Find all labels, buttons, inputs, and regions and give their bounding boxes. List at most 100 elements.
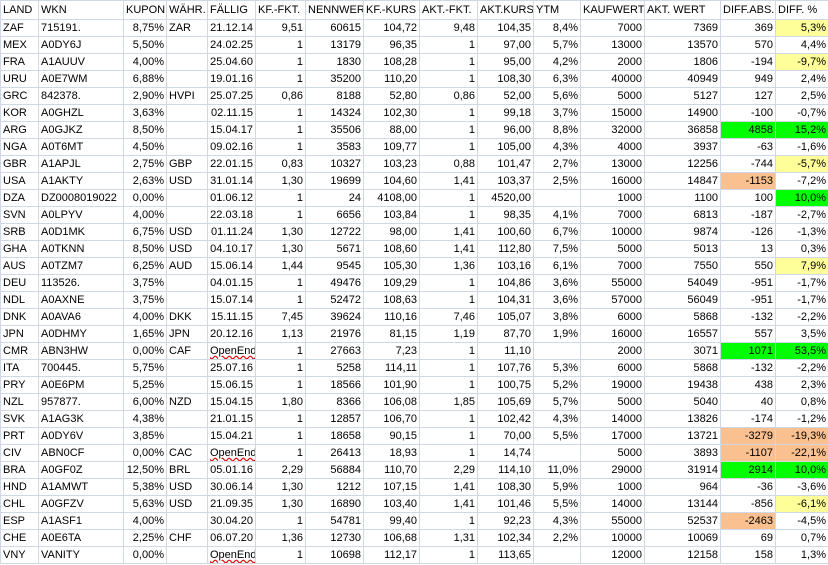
cell: 0,00% (123, 189, 167, 207)
column-header: KF.-FKT. (255, 0, 306, 20)
cell: NZL (0, 393, 39, 411)
cell: 16890 (305, 495, 364, 513)
cell: 1 (419, 104, 478, 122)
cell: 107,15 (363, 478, 420, 496)
cell: 438 (720, 376, 776, 394)
cell: 6,25% (123, 257, 167, 275)
cell: -2,2% (775, 359, 828, 377)
cell: A0DY6J (38, 36, 124, 54)
cell: 0,88 (419, 155, 478, 173)
row: ARG A0GJKZ 8,50% 15.04.17 1 35506 88,00 1 96,00 8… (0, 121, 828, 139)
cell: 97,00 (477, 36, 534, 54)
cell: 15000 (580, 104, 645, 122)
cell: 04.10.17 (207, 240, 256, 258)
cell: 4000 (580, 138, 645, 156)
cell: NZD (166, 393, 208, 411)
cell: SVK (0, 410, 39, 428)
cell: 1,36 (255, 529, 306, 547)
cell: 4,4% (775, 36, 828, 54)
cell: 4,3% (533, 138, 581, 156)
cell: 113526. (38, 274, 124, 292)
column-header: AKT. WERT (644, 0, 721, 20)
cell: 1 (255, 121, 306, 139)
column-header: KUPON (123, 0, 167, 20)
cell: -63 (720, 138, 776, 156)
row: KOR A0GHZL 3,63% 02.11.15 1 14324 102,30 1 99,18… (0, 104, 828, 122)
cell: 113,65 (477, 546, 534, 564)
cell: USD (166, 478, 208, 496)
cell: 6,00% (123, 393, 167, 411)
cell: 4,1% (533, 206, 581, 224)
row: CHE A0E6TA 2,25% CHF 06.07.20 1,36 12730 106,68… (0, 529, 828, 547)
cell: -187 (720, 206, 776, 224)
cell: -3,6% (775, 478, 828, 496)
column-header: NENNWERT (305, 0, 364, 20)
cell (533, 546, 581, 564)
cell: 6000 (580, 308, 645, 326)
cell: PRY (0, 376, 39, 394)
cell: 1,31 (419, 529, 478, 547)
cell: 4,38% (123, 410, 167, 428)
cell: 0,3% (775, 240, 828, 258)
cell: 112,80 (477, 240, 534, 258)
cell: 25.04.60 (207, 53, 256, 71)
column-header: WKN (38, 0, 124, 20)
cell: 01.06.12 (207, 189, 256, 207)
cell: A0AXNE (38, 291, 124, 309)
cell: 26413 (305, 444, 364, 462)
cell: 7550 (644, 257, 721, 275)
row: DEU 113526. 3,75% 04.01.15 1 49476 109,29 1 104,… (0, 274, 828, 292)
cell: 7000 (580, 19, 645, 37)
cell: 557 (720, 325, 776, 343)
cell: 2,4% (775, 70, 828, 88)
cell: 6000 (580, 359, 645, 377)
cell: 570 (720, 36, 776, 54)
cell: CAC (166, 444, 208, 462)
cell: 108,30 (477, 70, 534, 88)
cell: 05.01.16 (207, 461, 256, 479)
cell: 13 (720, 240, 776, 258)
cell: 5671 (305, 240, 364, 258)
cell: A0D1MK (38, 223, 124, 241)
cell: A0GJKZ (38, 121, 124, 139)
cell: 1 (255, 53, 306, 71)
cell: 13000 (580, 155, 645, 173)
cell: 1,41 (419, 172, 478, 190)
cell (166, 274, 208, 292)
cell: CHF (166, 529, 208, 547)
cell: 8,50% (123, 121, 167, 139)
cell: 1071 (720, 342, 776, 360)
cell: 9,48 (419, 19, 478, 37)
column-header: DIFF.ABS. (720, 0, 776, 20)
cell: 70,00 (477, 427, 534, 445)
cell: -174 (720, 410, 776, 428)
cell: 1 (419, 444, 478, 462)
cell: 0,86 (419, 87, 478, 105)
cell: 7369 (644, 19, 721, 37)
cell: 18,93 (363, 444, 420, 462)
row: SVK A1AG3K 4,38% 21.01.15 1 12857 106,70 1 102,4… (0, 410, 828, 428)
cell: 10698 (305, 546, 364, 564)
cell: 127 (720, 87, 776, 105)
cell: 5013 (644, 240, 721, 258)
cell: 104,31 (477, 291, 534, 309)
cell: ABN3HW (38, 342, 124, 360)
cell: 10069 (644, 529, 721, 547)
cell: 104,35 (477, 19, 534, 37)
cell (166, 104, 208, 122)
cell: GRC (0, 87, 39, 105)
cell: A0DY6V (38, 427, 124, 445)
cell: ESP (0, 512, 39, 530)
cell: 13000 (580, 36, 645, 54)
cell: 1000 (580, 478, 645, 496)
cell: 5,25% (123, 376, 167, 394)
cell: 5,38% (123, 478, 167, 496)
cell: ITA (0, 359, 39, 377)
cell: 6,88% (123, 70, 167, 88)
cell: 1 (419, 36, 478, 54)
cell (166, 291, 208, 309)
column-header: AKT.-FKT. (419, 0, 478, 20)
cell: 158 (720, 546, 776, 564)
row: USA A1AKTY 2,63% USD 31.01.14 1,30 19699 104,60… (0, 172, 828, 190)
cell: 52537 (644, 512, 721, 530)
